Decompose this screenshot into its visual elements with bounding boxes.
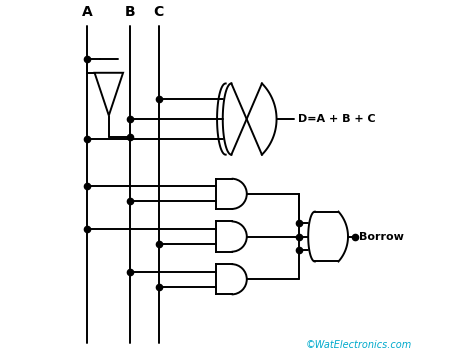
Text: A: A [82,5,93,19]
Text: C: C [154,5,164,19]
Text: D=A + B + C: D=A + B + C [298,114,375,124]
Text: ©WatElectronics.com: ©WatElectronics.com [305,340,411,350]
Text: Borrow: Borrow [359,232,403,242]
Text: B: B [125,5,136,19]
